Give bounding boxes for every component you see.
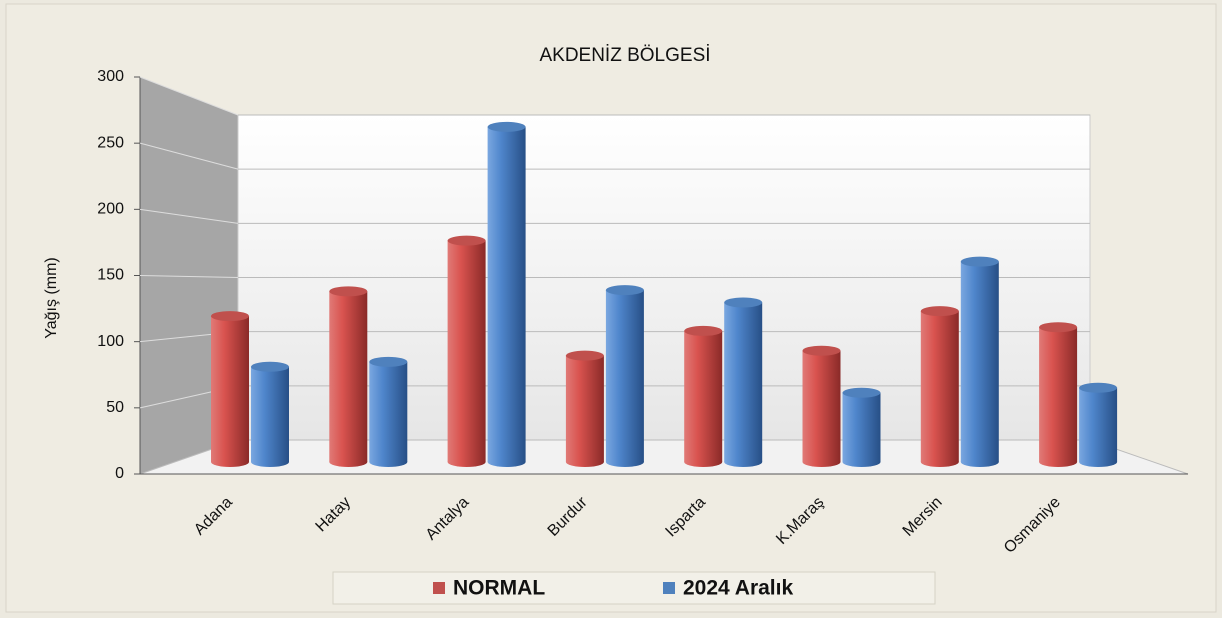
legend-swatch <box>663 582 675 594</box>
bar <box>1039 322 1078 467</box>
bar <box>842 387 881 467</box>
y-tick-label: 300 <box>97 68 124 85</box>
bar <box>960 256 999 467</box>
bar <box>447 235 486 467</box>
y-axis-label: Yağış (mm) <box>43 257 60 338</box>
bar <box>329 286 368 467</box>
grid-line <box>139 208 239 224</box>
legend-label: NORMAL <box>453 577 545 600</box>
y-tick-label: 250 <box>97 134 124 151</box>
y-tick-label: 100 <box>97 333 124 350</box>
grid-line <box>139 76 239 116</box>
y-tick-label: 50 <box>106 399 124 416</box>
bar <box>369 356 408 467</box>
y-tick-label: 200 <box>97 201 124 218</box>
bar <box>251 361 289 467</box>
bar <box>724 297 763 467</box>
bar <box>1079 382 1118 467</box>
bar <box>605 285 644 467</box>
grid-line <box>139 142 239 170</box>
bar <box>802 345 841 467</box>
legend-swatch <box>433 582 445 594</box>
floor <box>139 439 1189 475</box>
bar <box>684 325 723 467</box>
y-tick-label: 0 <box>115 465 124 482</box>
bar <box>565 350 604 467</box>
y-tick-label: 150 <box>97 267 124 284</box>
bar <box>920 306 959 467</box>
grid-line <box>139 275 239 278</box>
legend <box>332 571 936 605</box>
bar <box>487 121 526 467</box>
bar <box>211 311 249 467</box>
chart-title: AKDENİZ BÖLGESİ <box>539 45 710 66</box>
legend-label: 2024 Aralık <box>683 577 793 600</box>
